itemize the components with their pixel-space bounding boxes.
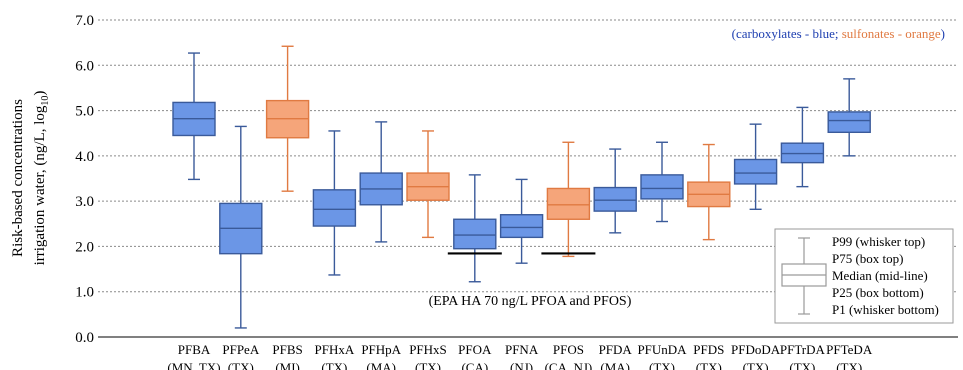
x-tick-label: PFHxS: [409, 342, 447, 357]
legend-box: P99 (whisker top) P75 (box top) Median (…: [774, 228, 954, 324]
box-pfdoda: [733, 123, 778, 210]
box-pfunda: [640, 141, 684, 223]
iqr-box: [593, 186, 637, 212]
box-pfda: [593, 148, 637, 234]
x-tick-label: PFTrDA: [780, 342, 826, 357]
x-tick-state-label: (MA): [600, 360, 630, 370]
x-tick-label: PFDS: [693, 342, 724, 357]
legend-item-p25: P25 (box bottom): [832, 285, 924, 300]
x-tick-state-label: (TX): [743, 360, 769, 370]
y-tick-label: 0.0: [75, 330, 94, 346]
y-axis-ticks: 0.0 1.0 2.0 3.0 4.0 5.0 6.0 7.0: [75, 13, 94, 346]
color-key-annotation: (carboxylates - blue; sulfonates - orang…: [732, 26, 945, 41]
reference-note: (EPA HA 70 ng/L PFOA and PFOS): [429, 294, 632, 309]
box-pfna: [499, 178, 544, 264]
iqr-box: [640, 174, 684, 200]
box-pfpea: [219, 125, 263, 329]
x-tick-label: PFTeDA: [826, 342, 873, 357]
x-tick-label: PFUnDA: [637, 342, 687, 357]
x-tick-state-label: (TX): [321, 360, 347, 370]
legend-item-p99: P99 (whisker top): [832, 234, 925, 249]
box-pfhpa: [359, 121, 403, 243]
x-tick-label: PFHxA: [315, 342, 355, 357]
x-tick-state-label: (TX): [696, 360, 722, 370]
x-tick-label: PFBS: [272, 342, 302, 357]
y-tick-label: 4.0: [75, 149, 94, 165]
box-pfos: [546, 141, 591, 258]
box-pfba: [172, 52, 216, 181]
box-pfhxs: [406, 130, 450, 239]
box-series: [172, 45, 871, 329]
x-tick-label: PFPeA: [222, 342, 259, 357]
iqr-box: [499, 214, 544, 239]
iqr-box: [827, 111, 871, 134]
x-axis-labels: PFBA (MN, TX)PFPeA (TX) PFBS (MI) PFHxA (TX) PF…: [167, 342, 872, 370]
legend-item-p75: P75 (box top): [832, 251, 904, 266]
x-tick-label: PFOS: [553, 342, 584, 357]
x-tick-label: PFNA: [505, 342, 539, 357]
box-pftrda: [780, 106, 825, 188]
y-tick-label: 5.0: [75, 104, 94, 120]
y-tick-label: 3.0: [75, 194, 94, 210]
x-tick-state-label: (TX): [228, 360, 254, 370]
x-tick-state-label: (MN, TX): [167, 360, 220, 370]
y-tick-label: 2.0: [75, 239, 94, 255]
y-axis-label-line1: Risk-based concentrations: [10, 99, 26, 257]
x-tick-label: PFOA: [458, 342, 492, 357]
box-pfds: [687, 143, 731, 241]
x-tick-state-label: (MI): [275, 360, 300, 370]
box-pfoa: [453, 174, 497, 283]
x-tick-state-label: (NJ): [510, 360, 533, 370]
x-tick-state-label: (CA, NJ): [545, 360, 593, 370]
iqr-box: [312, 189, 357, 227]
box-pfteda: [827, 78, 871, 157]
legend-item-p1: P1 (whisker bottom): [832, 302, 939, 317]
box-pfhxa: [312, 130, 357, 276]
y-axis-label-line2: irrigation water, (ng/L, log10): [32, 91, 51, 266]
x-tick-label: PFHpA: [361, 342, 401, 357]
box-pfbs: [265, 45, 310, 192]
x-tick-state-label: (TX): [415, 360, 441, 370]
iqr-box: [546, 187, 591, 220]
x-tick-state-label: (MA): [366, 360, 396, 370]
x-tick-state-label: (TX): [836, 360, 862, 370]
y-tick-label: 7.0: [75, 13, 94, 29]
iqr-box: [453, 218, 497, 250]
x-tick-label: PFDA: [599, 342, 633, 357]
iqr-box: [733, 158, 778, 185]
legend-item-median: Median (mid-line): [832, 268, 928, 283]
x-tick-state-label: (TX): [649, 360, 675, 370]
x-tick-label: PFBA: [178, 342, 211, 357]
y-tick-label: 6.0: [75, 58, 94, 74]
x-tick-state-label: (TX): [789, 360, 815, 370]
x-tick-label: PFDoDA: [731, 342, 781, 357]
x-tick-state-label: (CA): [461, 360, 488, 370]
y-tick-label: 1.0: [75, 285, 94, 301]
